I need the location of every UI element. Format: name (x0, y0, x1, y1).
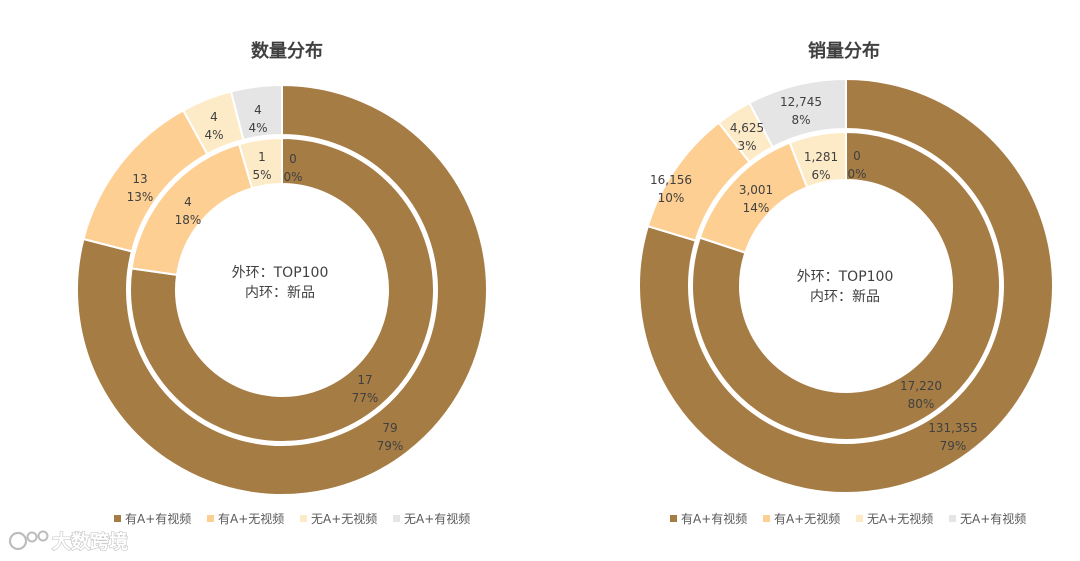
inner-ring-value-label: 1 (258, 150, 266, 164)
inner-ring-slice-3[interactable] (788, 130, 847, 189)
outer-ring-percent-label: 13% (127, 190, 154, 204)
outer-ring-value-label: 12,745 (780, 95, 822, 109)
outer-ring-slice-4[interactable] (229, 83, 283, 142)
legend-swatch (949, 515, 956, 522)
inner-ring-percent-label: 0% (847, 167, 866, 181)
outer-ring-percent-label: 79% (377, 439, 404, 453)
inner-ring-value-label: 4 (184, 195, 192, 209)
legend-item-label[interactable]: 有A+有视频 (125, 511, 191, 526)
outer-ring-percent-label: 3% (737, 139, 756, 153)
watermark: 大数跨境 (8, 529, 129, 554)
legend-swatch (393, 515, 400, 522)
legend-item-label[interactable]: 有A+有视频 (681, 511, 747, 526)
quantity-donut-chart: 数量分布 79 79% 13 13% 4 4% 4 4% 17 77% 4 18% 1 5% 0 0% 外环：… (76, 40, 488, 526)
legend-item-label[interactable]: 无A+无视频 (867, 511, 933, 526)
legend-item-label[interactable]: 有A+无视频 (218, 511, 284, 526)
outer-ring-slice-4[interactable] (748, 77, 847, 149)
inner-ring-value-label: 1,281 (804, 150, 838, 164)
watermark-logo-icon (8, 530, 49, 551)
outer-ring-percent-label: 8% (791, 113, 810, 127)
inner-ring-value-label: 0 (289, 152, 297, 166)
legend-item-label[interactable]: 无A+有视频 (960, 511, 1026, 526)
center-label-outer: 外环：TOP100 (797, 269, 894, 285)
legend-swatch (763, 515, 770, 522)
center-label-outer: 外环：TOP100 (232, 265, 329, 281)
chart-legend: 有A+有视频 有A+无视频 无A+无视频 无A+有视频 (114, 511, 470, 526)
chart-legend: 有A+有视频 有A+无视频 无A+无视频 无A+有视频 (670, 511, 1026, 526)
outer-ring-value-label: 16,156 (650, 173, 692, 187)
outer-ring-percent-label: 79% (940, 439, 967, 453)
legend-item-label[interactable]: 无A+无视频 (311, 511, 377, 526)
legend-swatch (207, 515, 214, 522)
center-label-inner: 内环：新品 (810, 289, 880, 305)
legend-swatch (670, 515, 677, 522)
legend-item-label[interactable]: 无A+有视频 (404, 511, 470, 526)
inner-ring-slice-1[interactable] (691, 130, 1001, 441)
inner-ring-percent-label: 18% (175, 213, 202, 227)
outer-ring-value-label: 79 (382, 421, 397, 435)
chart-title: 销量分布 (808, 40, 880, 62)
inner-ring-percent-label: 14% (743, 201, 770, 215)
legend-swatch (300, 515, 307, 522)
inner-ring-percent-label: 0% (283, 170, 302, 184)
chart-title: 数量分布 (251, 40, 323, 62)
outer-ring-value-label: 131,355 (928, 421, 978, 435)
inner-ring-slice-1[interactable] (129, 136, 435, 443)
legend-item-label[interactable]: 有A+无视频 (774, 511, 840, 526)
legend-swatch (114, 515, 121, 522)
inner-ring-percent-label: 77% (352, 391, 379, 405)
outer-ring-value-label: 13 (132, 172, 147, 186)
center-label-inner: 内环：新品 (245, 285, 315, 301)
legend-swatch (856, 515, 863, 522)
outer-ring-value-label: 4 (254, 103, 262, 117)
outer-ring-percent-label: 4% (248, 121, 267, 135)
outer-ring-value-label: 4,625 (730, 121, 764, 135)
inner-ring-slice-3[interactable] (237, 136, 283, 190)
outer-ring-percent-label: 10% (658, 191, 685, 205)
outer-ring-slice-1[interactable] (638, 77, 1054, 494)
inner-ring-percent-label: 5% (252, 168, 271, 182)
inner-ring-value-label: 3,001 (739, 183, 773, 197)
outer-ring-percent-label: 4% (204, 128, 223, 142)
inner-ring-percent-label: 6% (811, 168, 830, 182)
outer-ring-slice-1[interactable] (76, 83, 488, 496)
sales-donut-chart: 销量分布 131,355 79% 16,156 10% 4,625 3% 12,745 8% 1… (638, 40, 1054, 526)
inner-ring-percent-label: 80% (908, 397, 935, 411)
watermark-text: 大数跨境 (52, 530, 128, 553)
inner-ring-value-label: 0 (853, 149, 861, 163)
outer-ring-value-label: 4 (210, 110, 218, 124)
inner-ring-value-label: 17,220 (900, 379, 942, 393)
inner-ring-value-label: 17 (357, 373, 372, 387)
